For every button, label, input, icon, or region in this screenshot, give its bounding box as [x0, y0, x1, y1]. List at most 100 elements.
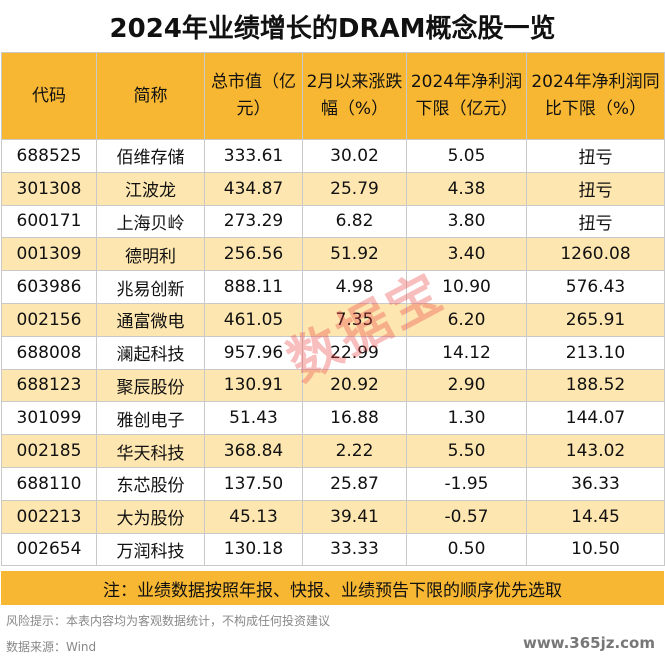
table-row: 688008 澜起科技 957.96 22.99 14.12 213.10 [1, 335, 665, 370]
cell-yoy-floor: 扭亏 [526, 204, 665, 239]
cell-change: 4.98 [302, 270, 407, 304]
cell-yoy-floor: 143.02 [526, 434, 665, 468]
cell-change: 6.82 [302, 204, 407, 239]
cell-change: 25.79 [302, 171, 407, 206]
cell-change: 39.41 [302, 499, 407, 534]
cell-code: 002185 [1, 434, 97, 468]
cell-change: 7.35 [302, 302, 407, 337]
cell-name: 东芯股份 [96, 466, 205, 501]
cell-market-cap: 273.29 [204, 204, 303, 239]
table-row: 301099 雅创电子 51.43 16.88 1.30 144.07 [1, 401, 665, 436]
table-row: 688110 东芯股份 137.50 25.87 -1.95 36.33 [1, 466, 665, 501]
cell-code: 001309 [1, 237, 97, 272]
cell-profit-floor: 2.90 [406, 368, 527, 403]
cell-name: 聚辰股份 [96, 368, 205, 403]
cell-profit-floor: 6.20 [406, 302, 527, 337]
table-row: 002156 通富微电 461.05 7.35 6.20 265.91 [1, 302, 665, 337]
cell-name: 雅创电子 [96, 401, 205, 436]
table-row: 603986 兆易创新 888.11 4.98 10.90 576.43 [1, 270, 665, 304]
cell-code: 002156 [1, 302, 97, 337]
cell-code: 688123 [1, 368, 97, 403]
cell-name: 澜起科技 [96, 335, 205, 370]
cell-change: 20.92 [302, 368, 407, 403]
header-change: 2月以来涨跌幅（%） [302, 52, 407, 140]
cell-profit-floor: 4.38 [406, 171, 527, 206]
cell-change: 2.22 [302, 434, 407, 468]
cell-name: 佰维存储 [96, 139, 205, 173]
cell-change: 25.87 [302, 466, 407, 501]
cell-market-cap: 256.56 [204, 237, 303, 272]
cell-profit-floor: 5.50 [406, 434, 527, 468]
cell-yoy-floor: 213.10 [526, 335, 665, 370]
cell-name: 兆易创新 [96, 270, 205, 304]
cell-code: 301099 [1, 401, 97, 436]
cell-change: 51.92 [302, 237, 407, 272]
table-row: 002654 万润科技 130.18 33.33 0.50 10.50 [1, 532, 665, 567]
cell-yoy-floor: 14.45 [526, 499, 665, 534]
cell-yoy-floor: 265.91 [526, 302, 665, 337]
cell-market-cap: 461.05 [204, 302, 303, 337]
cell-profit-floor: 14.12 [406, 335, 527, 370]
cell-change: 16.88 [302, 401, 407, 436]
cell-market-cap: 368.84 [204, 434, 303, 468]
cell-yoy-floor: 144.07 [526, 401, 665, 436]
cell-market-cap: 434.87 [204, 171, 303, 206]
cell-yoy-floor: 36.33 [526, 466, 665, 501]
cell-name: 上海贝岭 [96, 204, 205, 239]
cell-profit-floor: -1.95 [406, 466, 527, 501]
cell-yoy-floor: 1260.08 [526, 237, 665, 272]
cell-code: 688110 [1, 466, 97, 501]
cell-code: 002654 [1, 532, 97, 567]
cell-name: 万润科技 [96, 532, 205, 567]
cell-profit-floor: 0.50 [406, 532, 527, 567]
cell-code: 002213 [1, 499, 97, 534]
cell-code: 301308 [1, 171, 97, 206]
cell-profit-floor: 1.30 [406, 401, 527, 436]
cell-profit-floor: 10.90 [406, 270, 527, 304]
cell-name: 德明利 [96, 237, 205, 272]
cell-market-cap: 51.43 [204, 401, 303, 436]
cell-name: 大为股份 [96, 499, 205, 534]
cell-market-cap: 957.96 [204, 335, 303, 370]
cell-code: 600171 [1, 204, 97, 239]
cell-change: 33.33 [302, 532, 407, 567]
table-row: 002185 华天科技 368.84 2.22 5.50 143.02 [1, 434, 665, 468]
cell-yoy-floor: 10.50 [526, 532, 665, 567]
cell-profit-floor: 3.80 [406, 204, 527, 239]
cell-market-cap: 888.11 [204, 270, 303, 304]
cell-profit-floor: 5.05 [406, 139, 527, 173]
cell-yoy-floor: 188.52 [526, 368, 665, 403]
cell-market-cap: 130.18 [204, 532, 303, 567]
cell-code: 688525 [1, 139, 97, 173]
table-row: 600171 上海贝岭 273.29 6.82 3.80 扭亏 [1, 204, 665, 239]
cell-name: 通富微电 [96, 302, 205, 337]
cell-code: 603986 [1, 270, 97, 304]
table-row: 688123 聚辰股份 130.91 20.92 2.90 188.52 [1, 368, 665, 403]
header-name: 简称 [96, 52, 205, 140]
site-watermark: www.365jz.com [522, 634, 655, 652]
table-note: 注：业绩数据按照年报、快报、业绩预告下限的顺序优先选取 [1, 571, 664, 605]
header-yoy-floor: 2024年净利润同比下限（%） [526, 52, 665, 140]
cell-name: 江波龙 [96, 171, 205, 206]
cell-market-cap: 45.13 [204, 499, 303, 534]
risk-disclaimer: 风险提示：本表内容均为客观数据统计，不构成任何投资建议 [6, 614, 331, 628]
cell-market-cap: 137.50 [204, 466, 303, 501]
cell-profit-floor: 3.40 [406, 237, 527, 272]
cell-change: 22.99 [302, 335, 407, 370]
header-row: 代码 简称 总市值（亿元） 2月以来涨跌幅（%） 2024年净利润下限（亿元） … [1, 52, 665, 140]
table-row: 301308 江波龙 434.87 25.79 4.38 扭亏 [1, 171, 665, 206]
cell-name: 华天科技 [96, 434, 205, 468]
stock-table: 代码 简称 总市值（亿元） 2月以来涨跌幅（%） 2024年净利润下限（亿元） … [1, 52, 665, 567]
header-code: 代码 [1, 52, 97, 140]
cell-profit-floor: -0.57 [406, 499, 527, 534]
cell-yoy-floor: 扭亏 [526, 139, 665, 173]
cell-yoy-floor: 576.43 [526, 270, 665, 304]
table-row: 688525 佰维存储 333.61 30.02 5.05 扭亏 [1, 139, 665, 173]
header-profit-floor: 2024年净利润下限（亿元） [406, 52, 527, 140]
cell-yoy-floor: 扭亏 [526, 171, 665, 206]
header-market-cap: 总市值（亿元） [204, 52, 303, 140]
cell-market-cap: 130.91 [204, 368, 303, 403]
cell-code: 688008 [1, 335, 97, 370]
data-source: 数据来源：Wind [6, 640, 97, 654]
page-title: 2024年业绩增长的DRAM概念股一览 [109, 13, 556, 44]
